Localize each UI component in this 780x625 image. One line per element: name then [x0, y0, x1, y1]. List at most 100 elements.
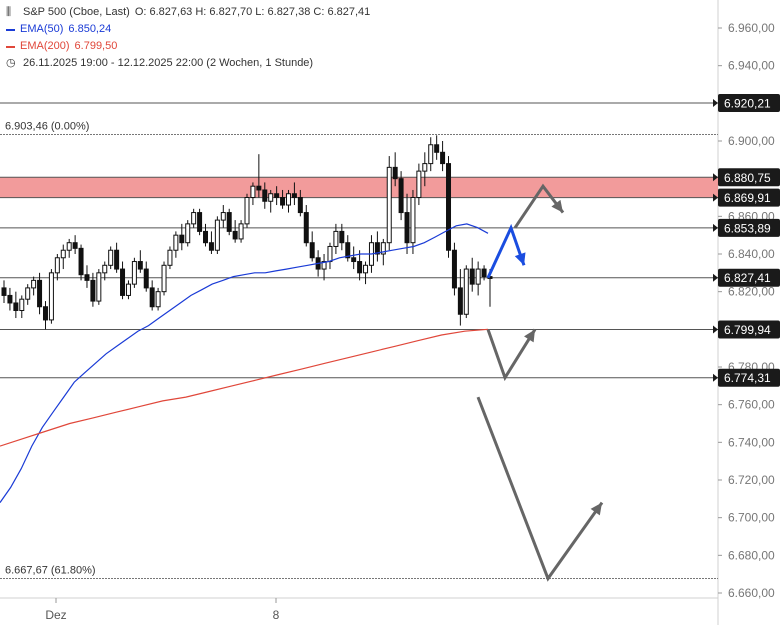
resistance-zone	[0, 177, 718, 198]
candle-body	[185, 223, 191, 244]
candle-body	[398, 178, 404, 214]
candle-body	[1, 287, 7, 296]
candle-body	[386, 166, 392, 244]
y-tick-label: 6.820,00	[728, 285, 775, 299]
chart-legend: ⫼ S&P 500 (Cboe, Last) O: 6.827,63 H: 6.…	[6, 4, 370, 72]
level-badge	[718, 93, 780, 112]
candle-body	[475, 268, 481, 285]
level-badge-pointer	[713, 98, 718, 107]
candle-body	[161, 264, 167, 293]
candle-body	[25, 287, 31, 300]
candle-body	[339, 230, 345, 244]
x-tick-label: Dez	[45, 608, 66, 622]
ema200-label: EMA(200)	[20, 40, 70, 52]
fib-level-label: 6.667,67 (61.80%)	[5, 565, 96, 577]
projection-arrow	[476, 396, 604, 582]
candle-body	[131, 261, 137, 285]
instrument-label: S&P 500 (Cboe, Last)	[23, 6, 130, 18]
y-tick-label: 6.680,00	[728, 548, 775, 562]
candle-body	[268, 193, 274, 202]
candle-body	[345, 242, 351, 259]
level-badge	[718, 268, 780, 287]
candle-body	[197, 212, 203, 232]
ema50-line	[0, 223, 489, 503]
candle-body	[250, 185, 256, 198]
candle-body	[280, 197, 286, 206]
level-badge-pointer	[713, 223, 718, 232]
candle-body	[203, 230, 209, 244]
candle-body	[155, 291, 161, 308]
candle-body	[114, 249, 120, 270]
projection-arrow	[486, 328, 537, 382]
ohlc-values: O: 6.827,63 H: 6.827,70 L: 6.827,38 C: 6…	[134, 6, 371, 18]
ema50-value: 6.850,24	[68, 23, 112, 35]
candle-body	[422, 163, 428, 172]
candle-body	[31, 279, 37, 289]
candle-body	[72, 242, 78, 249]
legend-ema50-row[interactable]: EMA(50) 6.850,24	[6, 21, 370, 38]
projection-arrowhead	[551, 199, 563, 213]
level-badge-label: 6.869,91	[724, 191, 771, 205]
legend-range-row: ◷ 26.11.2025 19:00 - 12.12.2025 22:00 (2…	[6, 55, 370, 72]
candle-body	[125, 283, 131, 296]
candle-body	[244, 197, 250, 225]
y-tick-label: 6.740,00	[728, 435, 775, 449]
candle-body	[226, 212, 232, 232]
level-badge-pointer	[713, 273, 718, 282]
level-badge	[718, 218, 780, 237]
candle-body	[404, 212, 410, 244]
candle-body	[357, 261, 363, 274]
candle-body	[143, 268, 149, 289]
y-tick-label: 6.660,00	[728, 586, 775, 600]
candlestick-icon: ⫼	[6, 6, 12, 18]
y-tick-label: 6.940,00	[728, 59, 775, 73]
y-tick-label: 6.840,00	[728, 247, 775, 261]
legend-ema200-row[interactable]: EMA(200) 6.799,50	[6, 38, 370, 55]
candle-body	[7, 294, 13, 304]
candle-body	[37, 279, 43, 308]
ema50-label: EMA(50)	[20, 23, 64, 35]
candle-body	[137, 261, 143, 270]
candle-body	[179, 234, 185, 244]
candle-body	[380, 242, 386, 255]
candle-body	[285, 193, 291, 206]
candle-body	[66, 242, 72, 251]
candle-body	[84, 274, 90, 281]
level-badge-label: 6.774,31	[724, 371, 771, 385]
candle-body	[60, 249, 66, 259]
legend-instrument-row: ⫼ S&P 500 (Cboe, Last) O: 6.827,63 H: 6.…	[6, 4, 370, 21]
candle-body	[262, 189, 268, 202]
projection-arrow	[486, 223, 526, 279]
candle-body	[392, 166, 398, 180]
candle-body	[42, 306, 48, 321]
ema50-swatch	[6, 28, 15, 31]
candle-body	[191, 212, 197, 225]
level-badge	[718, 368, 780, 387]
candle-body	[327, 245, 333, 263]
y-tick-label: 6.760,00	[728, 398, 775, 412]
candle-body	[167, 249, 173, 266]
candle-body	[208, 242, 214, 251]
candle-body	[13, 302, 19, 312]
y-tick-label: 6.900,00	[728, 134, 775, 148]
fib-level-label: 6.903,46 (0.00%)	[5, 120, 89, 132]
candle-body	[54, 257, 60, 274]
candle-body	[351, 257, 357, 263]
candle-body	[428, 144, 434, 165]
candle-body	[238, 223, 244, 240]
ema200-value: 6.799,50	[74, 40, 118, 52]
candle-body	[457, 287, 463, 315]
candle-body	[363, 264, 369, 274]
candle-body	[451, 249, 457, 289]
level-badge-pointer	[713, 193, 718, 202]
candle-body	[90, 279, 96, 302]
level-badge-label: 6.827,41	[724, 271, 771, 285]
y-tick-label: 6.700,00	[728, 511, 775, 525]
candle-body	[274, 193, 280, 199]
candle-body	[440, 151, 446, 165]
candle-body	[297, 197, 303, 214]
level-badge	[718, 168, 780, 187]
candle-body	[120, 268, 126, 296]
candle-body	[446, 163, 452, 251]
